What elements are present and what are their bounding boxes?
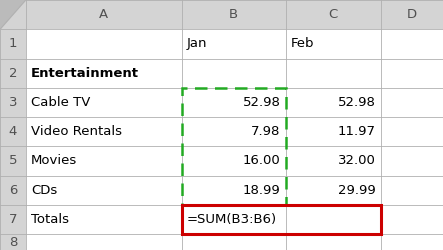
Text: A: A <box>99 8 108 21</box>
Bar <box>182 205 286 234</box>
Text: 52.98: 52.98 <box>243 96 280 109</box>
Bar <box>286 117 381 146</box>
Text: 3: 3 <box>8 96 17 109</box>
Bar <box>26 88 182 117</box>
Text: Feb: Feb <box>291 37 315 51</box>
Bar <box>182 58 286 88</box>
Text: 52.98: 52.98 <box>338 96 376 109</box>
Bar <box>0 58 26 88</box>
Bar <box>182 29 286 58</box>
Bar <box>0 176 26 205</box>
Bar <box>0 29 26 58</box>
Text: 6: 6 <box>9 184 17 196</box>
Text: 2: 2 <box>8 66 17 80</box>
Bar <box>26 58 182 88</box>
Bar <box>286 58 381 88</box>
Text: 16.00: 16.00 <box>243 154 280 168</box>
Text: Jan: Jan <box>187 37 207 51</box>
Bar <box>381 205 443 234</box>
Bar <box>0 234 26 250</box>
Bar <box>0 205 26 234</box>
Bar <box>182 0 286 29</box>
Bar <box>0 0 26 29</box>
Text: Movies: Movies <box>31 154 77 168</box>
Text: Totals: Totals <box>31 213 69 226</box>
Bar <box>286 205 381 234</box>
Text: =SUM(B3:B6): =SUM(B3:B6) <box>187 213 277 226</box>
Bar <box>182 88 286 117</box>
Text: 7: 7 <box>8 213 17 226</box>
Bar <box>182 205 381 234</box>
Bar <box>286 29 381 58</box>
Text: CDs: CDs <box>31 184 57 196</box>
Bar <box>26 29 182 58</box>
Bar <box>182 176 286 205</box>
Bar <box>0 146 26 176</box>
Bar <box>381 146 443 176</box>
Bar <box>182 234 286 250</box>
Bar <box>182 117 286 146</box>
Text: 29.99: 29.99 <box>338 184 376 196</box>
Text: D: D <box>407 8 417 21</box>
Text: 11.97: 11.97 <box>338 125 376 138</box>
Bar <box>26 117 182 146</box>
Text: Video Rentals: Video Rentals <box>31 125 122 138</box>
Bar <box>26 146 182 176</box>
Text: Entertainment: Entertainment <box>31 66 139 80</box>
Text: 8: 8 <box>9 236 17 248</box>
Text: Cable TV: Cable TV <box>31 96 90 109</box>
Text: 5: 5 <box>8 154 17 168</box>
Bar <box>26 0 182 29</box>
Bar <box>381 117 443 146</box>
Bar <box>381 29 443 58</box>
Text: 32.00: 32.00 <box>338 154 376 168</box>
Text: C: C <box>329 8 338 21</box>
Bar <box>381 88 443 117</box>
Text: 1: 1 <box>8 37 17 51</box>
Bar <box>286 146 381 176</box>
Bar <box>381 58 443 88</box>
Bar <box>182 146 286 176</box>
Text: B: B <box>229 8 238 21</box>
Bar <box>381 234 443 250</box>
Bar <box>286 176 381 205</box>
Bar <box>26 234 182 250</box>
Bar <box>381 0 443 29</box>
Bar <box>0 117 26 146</box>
Text: 7.98: 7.98 <box>251 125 280 138</box>
Bar <box>26 205 182 234</box>
Text: 4: 4 <box>9 125 17 138</box>
Bar <box>286 0 381 29</box>
Bar <box>26 176 182 205</box>
Bar <box>286 88 381 117</box>
Bar <box>0 88 26 117</box>
Bar <box>381 176 443 205</box>
Text: 18.99: 18.99 <box>243 184 280 196</box>
Bar <box>182 88 286 205</box>
Bar <box>286 234 381 250</box>
Polygon shape <box>0 0 26 29</box>
